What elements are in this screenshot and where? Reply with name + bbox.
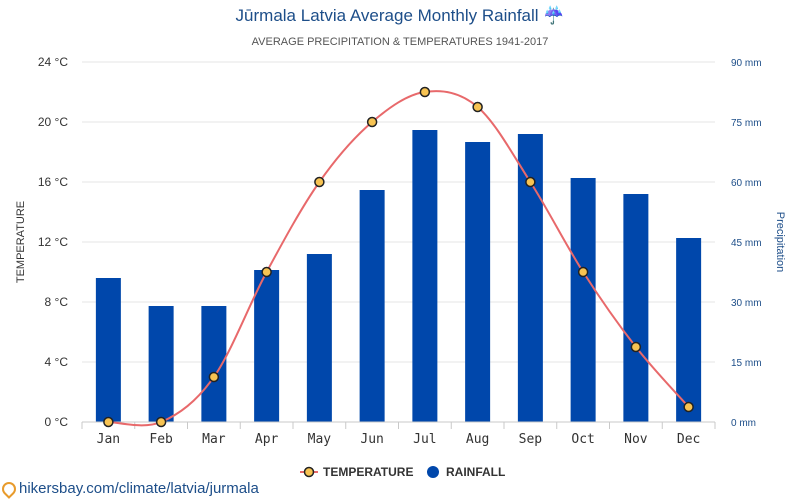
- temperature-point: [472, 101, 483, 113]
- rainfall-bar: [412, 130, 438, 422]
- rainfall-bar: [676, 238, 702, 422]
- rainfall-bar: [148, 306, 174, 422]
- rainfall-bar: [570, 178, 596, 422]
- rainfall-bar: [623, 194, 649, 422]
- y-axis-title: TEMPERATURE: [15, 201, 27, 283]
- y2-tick-label: 0 mm: [731, 418, 756, 429]
- y2-tick-label: 60 mm: [731, 178, 762, 189]
- temperature-point: [261, 266, 272, 278]
- temperature-point: [103, 416, 114, 428]
- y2-tick-label: 45 mm: [731, 238, 762, 249]
- y-tick-label: 8 °C: [45, 295, 69, 309]
- temperature-point: [577, 266, 589, 278]
- legend-rainfall-label: RAINFALL: [446, 465, 505, 479]
- y-tick-label: 24 °C: [38, 55, 68, 69]
- rainfall-bar: [306, 254, 332, 422]
- x-tick-label: Aug: [466, 432, 489, 447]
- temperature-point: [366, 116, 378, 128]
- rainfall-bar: [254, 270, 280, 422]
- y2-tick-label: 30 mm: [731, 298, 762, 309]
- temperature-point: [419, 86, 431, 98]
- temperature-point: [208, 371, 220, 383]
- y-tick-label: 16 °C: [38, 175, 68, 189]
- temperature-point: [155, 416, 167, 428]
- x-tick-label: Dec: [677, 432, 700, 447]
- x-tick-label: Nov: [624, 432, 648, 447]
- temperature-line: [108, 90, 690, 427]
- x-tick-label: Mar: [202, 432, 226, 447]
- x-tick-label: Jul: [413, 432, 436, 447]
- rainfall-bar: [95, 278, 121, 422]
- temperature-point: [683, 401, 694, 413]
- rainfall-bar: [359, 190, 385, 422]
- y-tick-label: 4 °C: [45, 355, 69, 369]
- legend-temperature-label: TEMPERATURE: [323, 465, 413, 479]
- rainfall-bar: [465, 142, 491, 422]
- y-tick-label: 20 °C: [38, 115, 68, 129]
- x-tick-label: Oct: [571, 432, 594, 447]
- x-tick-label: May: [308, 432, 332, 447]
- x-tick-label: Jun: [360, 432, 383, 447]
- legend-rainfall-marker: [427, 466, 439, 478]
- x-tick-label: Apr: [255, 432, 279, 447]
- y2-tick-label: 90 mm: [731, 58, 762, 69]
- x-tick-label: Sep: [519, 432, 543, 447]
- chart-title: Jūrmala Latvia Average Monthly Rainfall …: [235, 6, 565, 25]
- location-pin-icon: [0, 479, 19, 499]
- chart-subtitle: AVERAGE PRECIPITATION & TEMPERATURES 194…: [251, 36, 549, 48]
- temperature-point: [314, 176, 325, 188]
- y-tick-label: 0 °C: [45, 415, 69, 429]
- temperature-point: [525, 176, 536, 188]
- x-tick-label: Feb: [149, 432, 173, 447]
- source-link-text: hikersbay.com/climate/latvia/jurmala: [19, 480, 259, 497]
- temperature-point: [630, 341, 642, 353]
- y2-axis-title: Precipitation: [774, 212, 786, 273]
- x-tick-label: Jan: [97, 432, 120, 447]
- y2-tick-label: 75 mm: [731, 118, 762, 129]
- y-tick-label: 12 °C: [38, 235, 68, 249]
- source-link[interactable]: hikersbay.com/climate/latvia/jurmala: [0, 479, 259, 499]
- y2-tick-label: 15 mm: [731, 358, 762, 369]
- legend-temperature-marker: [303, 466, 315, 478]
